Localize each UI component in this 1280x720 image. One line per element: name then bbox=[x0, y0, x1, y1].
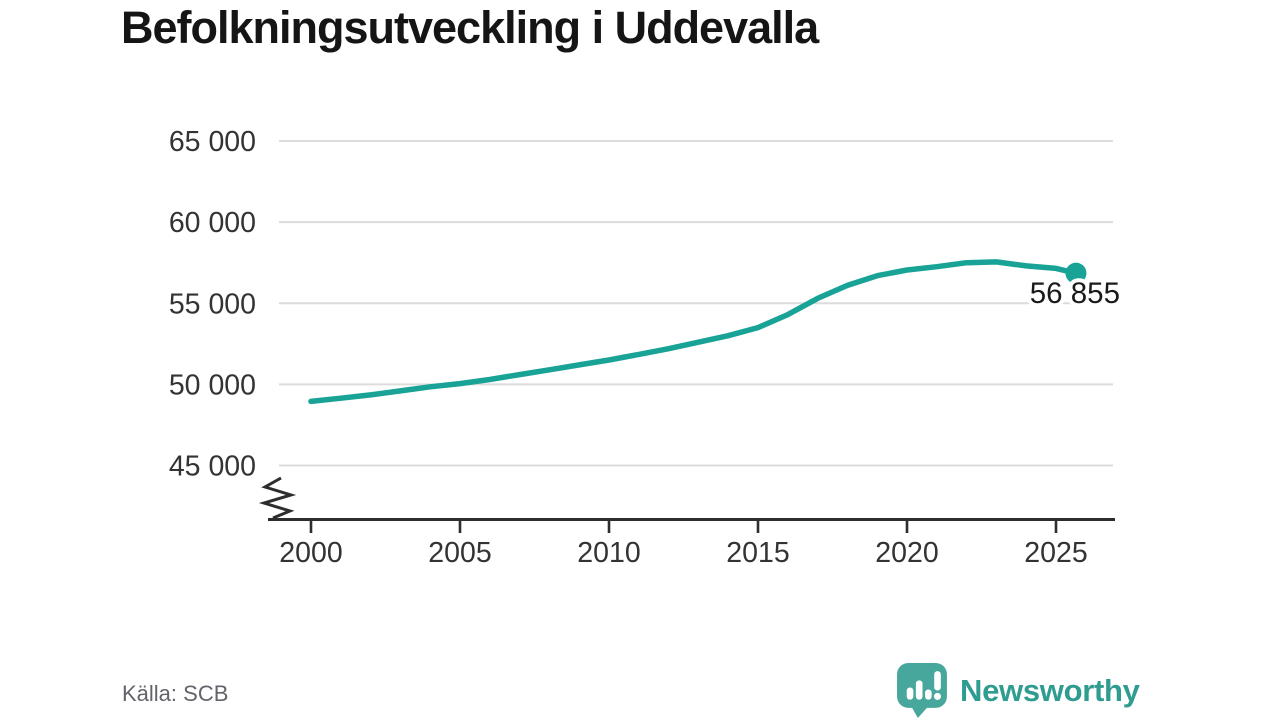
y-tick-label: 45 000 bbox=[169, 451, 256, 483]
population-line bbox=[308, 259, 1079, 405]
endpoint-dot bbox=[1065, 262, 1087, 284]
x-tick-label: 2015 bbox=[726, 537, 789, 569]
page-title: Befolkningsutveckling i Uddevalla bbox=[121, 2, 819, 53]
x-tick-label: 2005 bbox=[428, 537, 491, 569]
newsworthy-logo-icon bbox=[897, 663, 947, 718]
source-note: Källa: SCB bbox=[122, 681, 229, 706]
x-tick-label: 2025 bbox=[1024, 537, 1087, 569]
y-tick-label: 65 000 bbox=[169, 126, 256, 158]
y-tick-label: 55 000 bbox=[169, 288, 256, 320]
axis-break-zigzag bbox=[258, 476, 297, 520]
x-tick-label: 2010 bbox=[577, 537, 640, 569]
x-tick-label: 2000 bbox=[279, 537, 342, 569]
x-tick-label: 2020 bbox=[875, 537, 938, 569]
y-tick-label: 60 000 bbox=[169, 207, 256, 239]
y-tick-label: 50 000 bbox=[169, 369, 256, 401]
newsworthy-logo: Newsworthy bbox=[896, 663, 1140, 718]
endpoint-value-label: 56 855 bbox=[1030, 277, 1120, 310]
newsworthy-wordmark: Newsworthy bbox=[960, 672, 1140, 708]
